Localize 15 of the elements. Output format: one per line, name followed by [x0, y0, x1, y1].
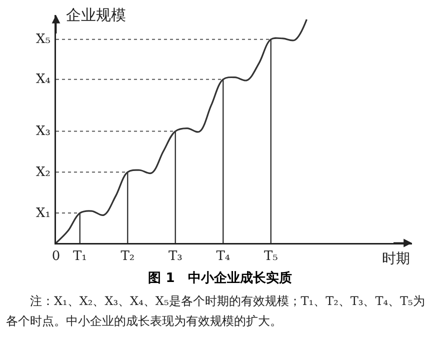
x-axis-title: 时期: [382, 251, 410, 267]
y-axis-title: 企业规模: [66, 6, 126, 24]
ref-line-label: X₂: [36, 165, 50, 180]
ref-line-label: X₃: [36, 124, 50, 139]
x-tick-label: T₂: [120, 249, 135, 264]
ref-line-label: X₄: [36, 72, 50, 87]
x-tick-label: T₄: [216, 249, 230, 264]
x-tick-label: T₁: [72, 249, 87, 264]
x-tick-label: 0: [52, 249, 60, 264]
text: 注：X₁、X₂、X₃、X₄、X₅是各个时期的有效规模；T₁、T₂、T₃、T₄、T₅为各个时点。中小企业的成长表现为有效规模的扩大。: [5, 293, 426, 330]
text: 图 1 中小企业成长实质: [147, 270, 293, 287]
ref-line-label: X₁: [36, 206, 50, 221]
x-tick-label: T₃: [168, 249, 182, 264]
ref-line-label: X₅: [36, 32, 50, 47]
x-tick-label: T₅: [264, 249, 278, 264]
